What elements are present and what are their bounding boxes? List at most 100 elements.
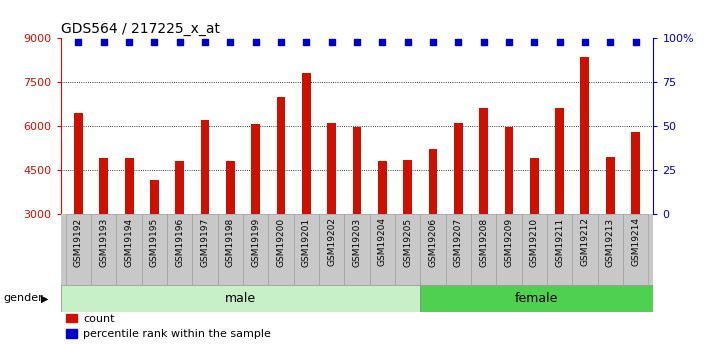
Bar [99, 158, 109, 214]
Bar [61, 285, 421, 312]
Text: ▶: ▶ [41, 294, 49, 303]
Point [427, 40, 438, 45]
Bar [353, 127, 361, 214]
Legend: count, percentile rank within the sample: count, percentile rank within the sample [66, 314, 271, 339]
Text: female: female [515, 292, 558, 305]
Point [579, 40, 590, 45]
Point [98, 40, 109, 45]
Text: male: male [225, 292, 256, 305]
Point [554, 40, 565, 45]
Bar [192, 214, 218, 285]
Bar [344, 214, 370, 285]
Bar [623, 214, 648, 285]
Bar [547, 214, 572, 285]
Bar [522, 214, 547, 285]
Point [326, 40, 338, 45]
Text: gender: gender [4, 294, 44, 303]
Point [174, 40, 186, 45]
Bar [471, 214, 496, 285]
Point [351, 40, 363, 45]
Bar [428, 149, 438, 214]
Point [630, 40, 641, 45]
Point [503, 40, 515, 45]
Text: GSM19213: GSM19213 [605, 217, 615, 267]
Bar [327, 123, 336, 214]
Point [301, 40, 312, 45]
Bar [293, 214, 319, 285]
Point [124, 40, 135, 45]
Text: GSM19205: GSM19205 [403, 217, 412, 267]
Bar [150, 180, 159, 214]
Bar [74, 113, 83, 214]
Text: GDS564 / 217225_x_at: GDS564 / 217225_x_at [61, 21, 220, 36]
Bar [631, 132, 640, 214]
Bar [302, 73, 311, 214]
Text: GSM19192: GSM19192 [74, 217, 83, 267]
Bar [572, 214, 598, 285]
Bar [243, 214, 268, 285]
Point [376, 40, 388, 45]
Bar [446, 214, 471, 285]
Point [225, 40, 236, 45]
Bar [218, 214, 243, 285]
Bar [142, 214, 167, 285]
Text: GSM19208: GSM19208 [479, 217, 488, 267]
Bar [605, 157, 615, 214]
Bar [505, 127, 513, 214]
Bar [370, 214, 395, 285]
Bar [580, 57, 589, 214]
Text: GSM19197: GSM19197 [201, 217, 209, 267]
Bar [454, 123, 463, 214]
Text: GSM19201: GSM19201 [302, 217, 311, 267]
Text: GSM19203: GSM19203 [353, 217, 361, 267]
Text: GSM19207: GSM19207 [454, 217, 463, 267]
Text: GSM19194: GSM19194 [124, 217, 134, 267]
Point [453, 40, 464, 45]
Text: GSM19206: GSM19206 [428, 217, 438, 267]
Bar [421, 214, 446, 285]
Bar [319, 214, 344, 285]
Bar [176, 161, 184, 214]
Point [250, 40, 261, 45]
Bar [226, 161, 235, 214]
Bar [479, 108, 488, 214]
Point [605, 40, 616, 45]
Text: GSM19202: GSM19202 [327, 217, 336, 266]
Bar [530, 158, 538, 214]
Point [73, 40, 84, 45]
Text: GSM19204: GSM19204 [378, 217, 387, 266]
Bar [116, 214, 142, 285]
Text: GSM19193: GSM19193 [99, 217, 109, 267]
Text: GSM19209: GSM19209 [505, 217, 513, 267]
Bar [167, 214, 192, 285]
Point [149, 40, 160, 45]
Text: GSM19195: GSM19195 [150, 217, 159, 267]
Text: GSM19198: GSM19198 [226, 217, 235, 267]
Bar [555, 108, 564, 214]
Point [199, 40, 211, 45]
Text: GSM19211: GSM19211 [555, 217, 564, 267]
Text: GSM19212: GSM19212 [580, 217, 590, 266]
Point [276, 40, 287, 45]
Bar [268, 214, 293, 285]
Point [528, 40, 540, 45]
Bar [66, 214, 91, 285]
Bar [496, 214, 522, 285]
Text: GSM19196: GSM19196 [175, 217, 184, 267]
Point [478, 40, 489, 45]
Text: GSM19210: GSM19210 [530, 217, 539, 267]
Point [402, 40, 413, 45]
Bar [125, 158, 134, 214]
Text: GSM19200: GSM19200 [276, 217, 286, 267]
Bar [91, 214, 116, 285]
Bar [276, 97, 286, 214]
Text: GSM19199: GSM19199 [251, 217, 260, 267]
Bar [421, 285, 653, 312]
Text: GSM19214: GSM19214 [631, 217, 640, 266]
Bar [378, 161, 387, 214]
Bar [403, 160, 412, 214]
Bar [395, 214, 421, 285]
Bar [251, 125, 260, 214]
Bar [598, 214, 623, 285]
Bar [201, 120, 209, 214]
